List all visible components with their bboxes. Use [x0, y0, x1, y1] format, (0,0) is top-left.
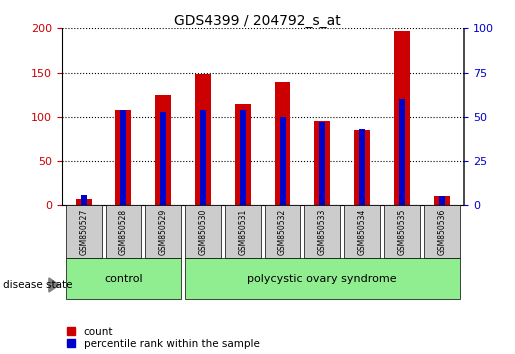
- Text: GSM850528: GSM850528: [119, 209, 128, 255]
- Text: GSM850529: GSM850529: [159, 209, 168, 255]
- Bar: [155, 95, 171, 205]
- Bar: [200, 110, 206, 205]
- Bar: [66, 205, 101, 258]
- Bar: [235, 104, 251, 205]
- Text: GSM850536: GSM850536: [437, 209, 446, 255]
- Bar: [121, 110, 126, 205]
- Text: control: control: [104, 274, 143, 284]
- Bar: [145, 205, 181, 258]
- Bar: [424, 205, 459, 258]
- Bar: [304, 205, 340, 258]
- Bar: [274, 82, 290, 205]
- Bar: [106, 205, 141, 258]
- Polygon shape: [49, 278, 59, 292]
- Bar: [399, 99, 405, 205]
- Bar: [160, 112, 166, 205]
- Text: GSM850531: GSM850531: [238, 209, 247, 255]
- Bar: [359, 129, 365, 205]
- Bar: [225, 205, 261, 258]
- Bar: [319, 122, 325, 205]
- Legend: count, percentile rank within the sample: count, percentile rank within the sample: [67, 327, 260, 349]
- Bar: [240, 110, 246, 205]
- Text: GSM850535: GSM850535: [398, 209, 406, 255]
- Text: GDS4399 / 204792_s_at: GDS4399 / 204792_s_at: [174, 14, 341, 28]
- Bar: [81, 195, 87, 205]
- Bar: [185, 205, 221, 258]
- Bar: [394, 31, 410, 205]
- Bar: [115, 110, 131, 205]
- Bar: [354, 130, 370, 205]
- Bar: [265, 205, 300, 258]
- Text: disease state: disease state: [3, 280, 72, 290]
- Bar: [384, 205, 420, 258]
- Text: GSM850527: GSM850527: [79, 209, 88, 255]
- Bar: [185, 258, 459, 299]
- Text: GSM850534: GSM850534: [357, 209, 367, 255]
- Bar: [439, 196, 444, 205]
- Text: GSM850532: GSM850532: [278, 209, 287, 255]
- Bar: [76, 199, 92, 205]
- Bar: [195, 74, 211, 205]
- Bar: [280, 117, 285, 205]
- Text: polycystic ovary syndrome: polycystic ovary syndrome: [248, 274, 397, 284]
- Text: GSM850533: GSM850533: [318, 209, 327, 255]
- Text: GSM850530: GSM850530: [198, 209, 208, 255]
- Bar: [314, 121, 330, 205]
- Bar: [434, 196, 450, 205]
- Bar: [344, 205, 380, 258]
- Bar: [66, 258, 181, 299]
